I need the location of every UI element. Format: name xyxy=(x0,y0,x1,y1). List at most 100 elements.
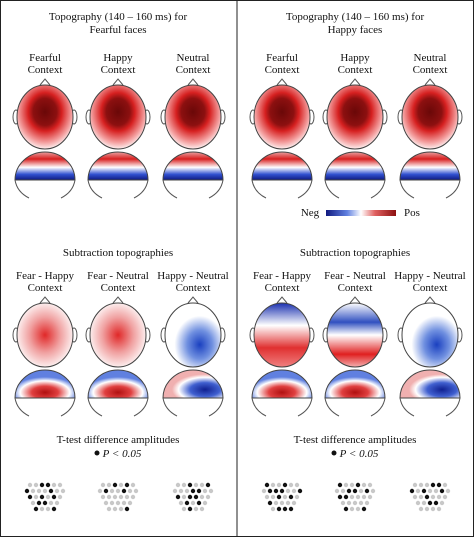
electrode xyxy=(199,506,205,512)
electrode xyxy=(42,500,48,506)
subtraction-label: Happy - Neutral xyxy=(394,270,465,282)
topomap xyxy=(401,84,459,150)
nose xyxy=(424,78,436,86)
electrode xyxy=(367,482,373,488)
electrode xyxy=(415,500,421,506)
electrode xyxy=(106,506,112,512)
legend-dot xyxy=(331,450,337,456)
electrode xyxy=(48,488,54,494)
nose xyxy=(187,296,199,304)
electrode xyxy=(297,488,303,494)
electrode xyxy=(337,494,343,500)
topomap xyxy=(164,84,222,150)
electrode xyxy=(39,494,45,500)
topomap-back xyxy=(399,369,461,399)
subtraction-label: Context xyxy=(101,282,136,294)
topomap-back xyxy=(162,151,224,181)
condition-label: Context xyxy=(338,64,373,76)
electrode xyxy=(60,488,66,494)
electrode xyxy=(346,488,352,494)
neck xyxy=(399,397,461,417)
electrode xyxy=(421,500,427,506)
neck xyxy=(251,179,313,199)
electrode xyxy=(30,488,36,494)
electrode xyxy=(291,500,297,506)
electrode xyxy=(349,482,355,488)
electrode xyxy=(112,482,118,488)
topomap-back xyxy=(162,369,224,399)
electrode xyxy=(33,482,39,488)
topomap xyxy=(253,84,311,150)
electrode xyxy=(205,494,211,500)
subtraction-label: Context xyxy=(265,282,300,294)
electrode xyxy=(352,500,358,506)
neck xyxy=(14,179,76,199)
electrode xyxy=(264,482,270,488)
electrode xyxy=(427,500,433,506)
electrode xyxy=(424,482,430,488)
electrode xyxy=(190,500,196,506)
nose xyxy=(276,78,288,86)
electrode xyxy=(430,494,436,500)
neck xyxy=(14,397,76,417)
condition-label: Neutral xyxy=(414,52,447,64)
electrode xyxy=(424,506,430,512)
electrode xyxy=(285,500,291,506)
condition-label: Context xyxy=(28,64,63,76)
electrode xyxy=(33,506,39,512)
nose xyxy=(349,78,361,86)
electrode xyxy=(112,494,118,500)
electrode xyxy=(115,500,121,506)
topomap xyxy=(164,302,222,368)
electrode xyxy=(100,482,106,488)
electrode xyxy=(270,494,276,500)
electrode xyxy=(421,488,427,494)
electrode xyxy=(337,482,343,488)
electrode xyxy=(288,506,294,512)
electrode xyxy=(130,482,136,488)
electrode xyxy=(273,488,279,494)
topomap-back xyxy=(324,151,386,181)
electrode xyxy=(208,488,214,494)
electrode xyxy=(418,506,424,512)
electrode xyxy=(33,494,39,500)
electrode xyxy=(196,500,202,506)
topomap-back xyxy=(399,151,461,181)
electrode xyxy=(436,482,442,488)
electrode xyxy=(193,482,199,488)
electrode xyxy=(45,494,51,500)
electrode xyxy=(361,494,367,500)
electrode xyxy=(427,488,433,494)
electrode xyxy=(358,500,364,506)
panel-title: Fearful faces xyxy=(89,24,146,36)
electrode xyxy=(294,482,300,488)
electrode xyxy=(27,482,33,488)
colorbar-high: Pos xyxy=(404,207,420,219)
electrode xyxy=(288,482,294,488)
electrode xyxy=(334,488,340,494)
neck xyxy=(324,397,386,417)
electrode xyxy=(127,500,133,506)
electrode xyxy=(30,500,36,506)
condition-label: Context xyxy=(176,64,211,76)
electrode xyxy=(193,494,199,500)
topomap xyxy=(326,84,384,150)
condition-label: Context xyxy=(265,64,300,76)
electrode xyxy=(370,488,376,494)
electrode xyxy=(433,488,439,494)
electrode xyxy=(118,482,124,488)
topomap xyxy=(16,302,74,368)
electrode xyxy=(355,482,361,488)
electrode xyxy=(187,506,193,512)
topomap xyxy=(253,302,311,368)
electrode xyxy=(418,494,424,500)
electrode xyxy=(175,494,181,500)
topomap-back xyxy=(251,369,313,399)
electrode xyxy=(178,488,184,494)
electrode xyxy=(109,500,115,506)
electrode xyxy=(418,482,424,488)
electrode xyxy=(364,488,370,494)
electrode xyxy=(270,506,276,512)
electrode xyxy=(288,494,294,500)
topomap-back xyxy=(14,369,76,399)
